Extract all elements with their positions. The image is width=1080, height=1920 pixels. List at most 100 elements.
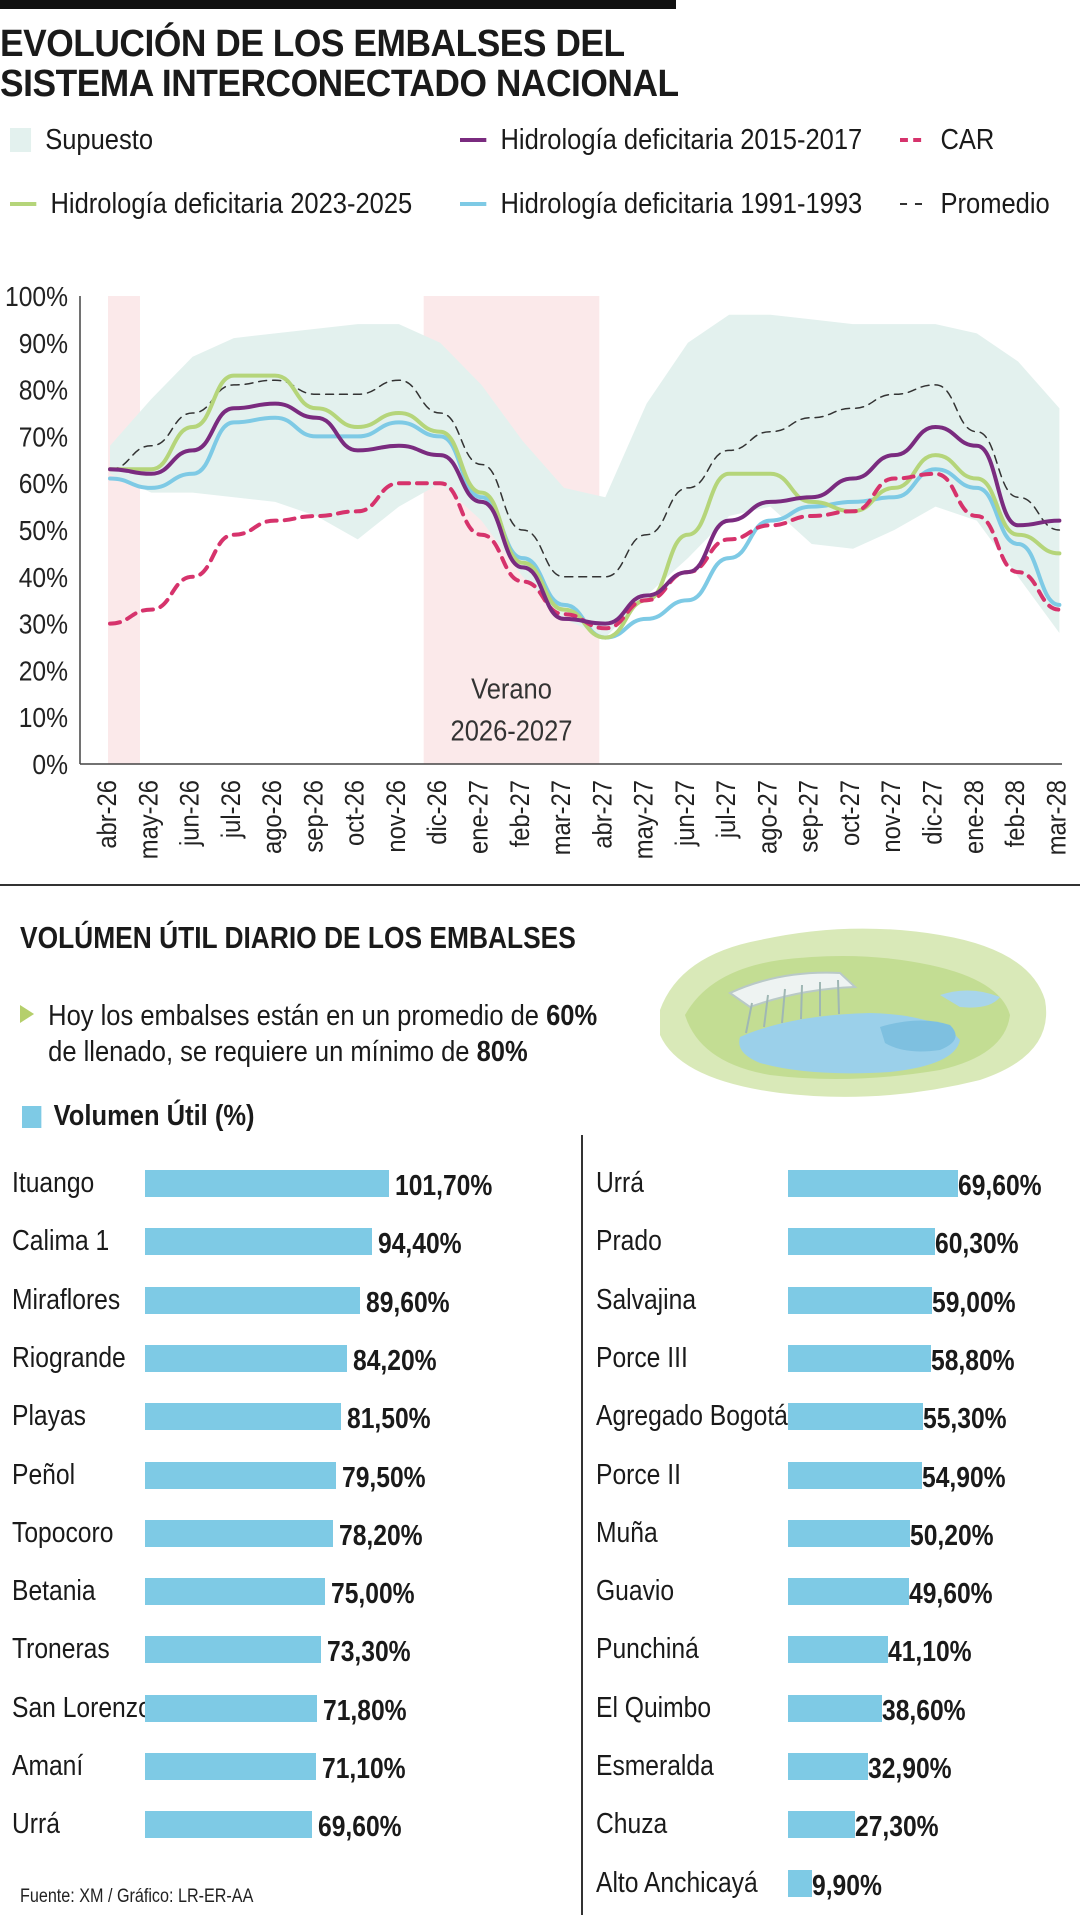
bar <box>788 1519 911 1547</box>
dam-reservoir-icon <box>660 928 1047 1097</box>
bar-label: Ituango <box>12 1167 95 1199</box>
y-tick-label: 40% <box>19 561 68 593</box>
bar <box>145 1403 341 1431</box>
x-tick-label: jul-27 <box>712 780 742 839</box>
x-tick-label: dic-26 <box>423 780 453 845</box>
shaded-period <box>108 296 140 764</box>
x-tick-label: abr-27 <box>588 780 618 849</box>
x-tick-label: dic-27 <box>918 780 948 845</box>
series-line <box>109 379 1061 578</box>
bar-value: 78,20% <box>338 1519 423 1552</box>
legend-swatch <box>460 202 487 206</box>
bar <box>145 1578 325 1606</box>
x-tick-label: nov-27 <box>877 780 907 853</box>
y-tick-label: 100% <box>5 281 68 313</box>
bar <box>788 1578 910 1606</box>
bar-value: 58,80% <box>931 1344 1016 1377</box>
legend-swatch <box>460 138 487 142</box>
legend-item: CAR <box>900 120 994 160</box>
bar-label: Agregado Bogotá <box>596 1400 788 1433</box>
legend-label: Promedio <box>940 187 1050 220</box>
bar-label: Amaní <box>12 1750 84 1782</box>
bar-label: Alto Anchicayá <box>596 1866 758 1899</box>
bar-value: 38,60% <box>882 1694 966 1727</box>
period-label: 2026-2027 <box>451 714 573 747</box>
x-tick-label: feb-28 <box>1001 780 1031 847</box>
legend-swatch <box>900 138 927 142</box>
bar <box>788 1694 883 1722</box>
bar-label: Riogrande <box>12 1341 126 1374</box>
bar-value: 32,90% <box>868 1753 952 1785</box>
bar-label: Porce III <box>596 1341 688 1374</box>
bar-value: 75,00% <box>331 1578 415 1611</box>
bar-value: 50,20% <box>910 1519 995 1552</box>
x-tick-label: nov-26 <box>382 780 412 853</box>
x-tick-label: mar-27 <box>547 780 577 855</box>
x-tick-label: may-27 <box>629 780 659 859</box>
bar-label: Troneras <box>12 1633 110 1666</box>
legend-swatch <box>900 203 927 205</box>
bar-value: 84,20% <box>353 1344 437 1377</box>
y-tick-label: 30% <box>19 608 68 640</box>
legend-label: Hidrología deficitaria 2023-2025 <box>50 187 413 220</box>
bar-label: Playas <box>12 1400 86 1433</box>
x-tick-label: feb-27 <box>505 780 535 847</box>
x-tick-label: sep-27 <box>794 780 824 853</box>
legend-swatch <box>22 1105 42 1128</box>
legend-label: Hidrología deficitaria 2015-2017 <box>500 123 863 156</box>
x-tick-label: abr-26 <box>93 780 123 849</box>
bar <box>145 1286 361 1314</box>
legend-item: Hidrología deficitaria 2015-2017 <box>460 120 862 160</box>
y-tick-label: 80% <box>19 374 68 406</box>
bar-value: 89,60% <box>366 1286 450 1319</box>
bar-label: Salvajina <box>596 1283 697 1316</box>
x-tick-label: oct-26 <box>340 780 370 846</box>
source-note: Fuente: XM / Gráfico: LR-ER-AA <box>20 1886 254 1907</box>
bar-value: 55,30% <box>922 1403 1007 1436</box>
series-line <box>108 401 1062 626</box>
bar <box>145 1811 313 1839</box>
bar <box>145 1519 333 1547</box>
section-divider <box>0 884 1080 886</box>
x-tick-label: ene-28 <box>959 780 989 854</box>
bar <box>788 1636 889 1664</box>
bar <box>788 1811 855 1839</box>
bar-value: 9,90% <box>812 1869 883 1902</box>
column-divider <box>581 1135 583 1915</box>
bar <box>145 1636 321 1664</box>
bullet-text-2: de llenado, se requiere un mínimo de <box>48 1036 477 1068</box>
bar-label: Miraflores <box>12 1283 121 1316</box>
x-tick-label: ene-27 <box>464 780 494 854</box>
bar <box>788 1753 869 1780</box>
bar-label: Urrá <box>12 1808 60 1841</box>
bar-value: 94,40% <box>377 1228 462 1261</box>
bar-label: Prado <box>596 1225 662 1258</box>
reservoir-line-chart: Verano 2026-2027 0% 10% 20% 30% 40% 50% 60% 70% 80… <box>5 281 1072 860</box>
bar-value: 60,30% <box>935 1228 1019 1261</box>
bar <box>145 1694 318 1722</box>
legend-swatch <box>10 202 37 206</box>
supuesto-band <box>110 314 1060 638</box>
bar-value: 69,60% <box>318 1811 402 1844</box>
page-title: EVOLUCIÓN DE LOS EMBALSES DEL SISTEMA IN… <box>0 24 679 104</box>
bar <box>145 1344 348 1372</box>
title-line-1: EVOLUCIÓN DE LOS EMBALSES DEL <box>0 23 625 65</box>
summary-bullet: Hoy los embalses están en un promedio de… <box>20 998 597 1070</box>
legend-item: Hidrología deficitaria 2023-2025 <box>10 184 412 224</box>
bar-value: 73,30% <box>326 1636 411 1669</box>
x-tick-label: jun-27 <box>671 780 701 847</box>
bar-label: Betania <box>12 1575 96 1608</box>
bar <box>145 1228 372 1256</box>
y-tick-label: 0% <box>32 749 68 781</box>
legend-item: Supuesto <box>10 120 153 160</box>
bar-label: El Quimbo <box>596 1691 712 1724</box>
bar-value: 27,30% <box>854 1811 939 1844</box>
legend-label: Hidrología deficitaria 1991-1993 <box>500 187 863 220</box>
x-tick-label: sep-26 <box>299 780 329 853</box>
bar <box>788 1403 923 1431</box>
bullet-bold-1: 60% <box>546 1000 598 1032</box>
bar-value: 101,70% <box>395 1170 493 1202</box>
legend-swatch <box>10 128 32 152</box>
x-tick-label: jul-26 <box>216 780 246 839</box>
bar-label: Muña <box>596 1516 658 1549</box>
